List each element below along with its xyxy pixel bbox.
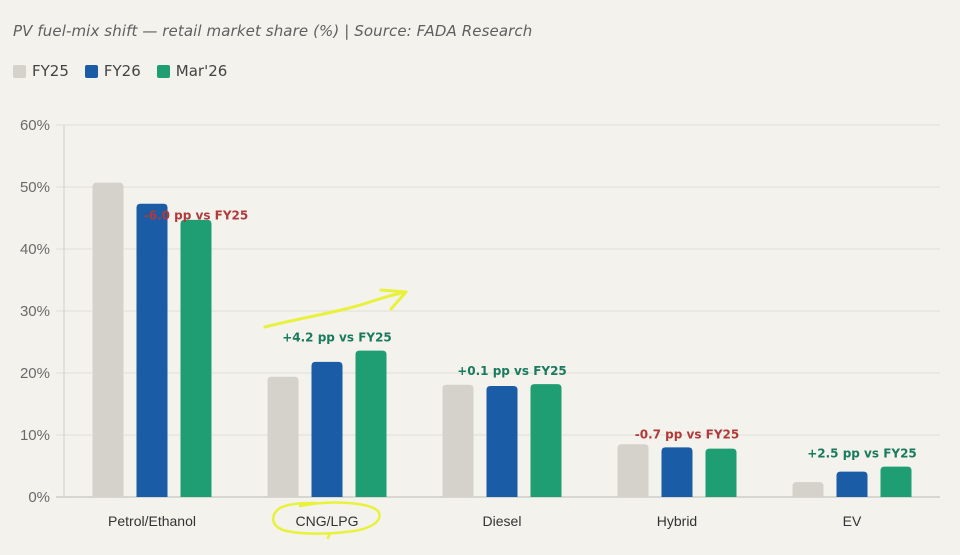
bar-fy25[interactable]	[92, 182, 124, 497]
y-tick-label: 60%	[20, 117, 50, 134]
delta-annotation: +2.5 pp vs FY25	[807, 447, 917, 461]
y-tick-label: 40%	[20, 241, 50, 258]
legend-item-fy25[interactable]: FY25	[13, 62, 69, 80]
legend-label: FY25	[32, 62, 69, 80]
bar-fy26[interactable]	[486, 386, 518, 497]
hand-drawn-highlights	[263, 288, 408, 540]
highlight-circle	[272, 501, 381, 540]
legend-label: Mar'26	[175, 62, 228, 80]
bars	[92, 182, 912, 498]
bar-mar26[interactable]	[180, 219, 212, 498]
legend-item-fy26[interactable]: FY26	[84, 62, 141, 80]
bar-fy25[interactable]	[792, 482, 824, 497]
bar-fy26[interactable]	[836, 471, 868, 497]
legend-swatch-fy25	[13, 64, 26, 78]
legend-swatch-mar26	[156, 64, 170, 78]
delta-annotation: +4.2 pp vs FY25	[282, 331, 392, 345]
x-tick-label: Diesel	[483, 513, 522, 529]
y-tick-label: 20%	[20, 365, 50, 382]
delta-annotation: -6.0 pp vs FY25	[144, 209, 249, 223]
bar-fy26[interactable]	[136, 203, 168, 498]
bar-fy25[interactable]	[617, 444, 649, 497]
y-tick-label: 10%	[20, 427, 50, 444]
bar-mar26[interactable]	[880, 466, 912, 497]
x-tick-label: EV	[843, 513, 862, 529]
bar-mar26[interactable]	[355, 350, 387, 497]
chart-legend: FY25 FY26 Mar'26	[13, 62, 227, 80]
bar-mar26[interactable]	[705, 448, 737, 497]
highlight-arrow	[263, 288, 408, 329]
legend-swatch-fy26	[84, 64, 98, 78]
delta-annotation: +0.1 pp vs FY25	[457, 364, 567, 378]
bar-fy25[interactable]	[267, 376, 299, 497]
x-tick-label: Petrol/Ethanol	[108, 513, 196, 529]
bar-mar26[interactable]	[530, 384, 562, 497]
y-tick-label: 0%	[28, 489, 50, 506]
bar-annotations: -6.0 pp vs FY25 +4.2 pp vs FY25 +0.1 pp vs…	[144, 209, 917, 461]
y-tick-label: 30%	[20, 303, 50, 320]
x-tick-label: Hybrid	[657, 513, 697, 529]
chart-title: PV fuel-mix shift — retail market share …	[13, 22, 533, 40]
x-axis: Petrol/Ethanol CNG/LPG Diesel Hybrid EV	[108, 513, 862, 529]
bar-fy26[interactable]	[311, 361, 343, 497]
delta-annotation: -0.7 pp vs FY25	[635, 427, 740, 441]
x-tick-label: CNG/LPG	[295, 513, 358, 529]
y-tick-label: 50%	[20, 179, 50, 196]
bar-fy25[interactable]	[442, 384, 474, 497]
legend-label: FY26	[103, 62, 141, 80]
bar-fy26[interactable]	[661, 447, 693, 497]
y-axis: 0% 10% 20% 30% 40% 50% 60%	[20, 117, 65, 506]
legend-item-mar26[interactable]: Mar'26	[156, 62, 228, 80]
